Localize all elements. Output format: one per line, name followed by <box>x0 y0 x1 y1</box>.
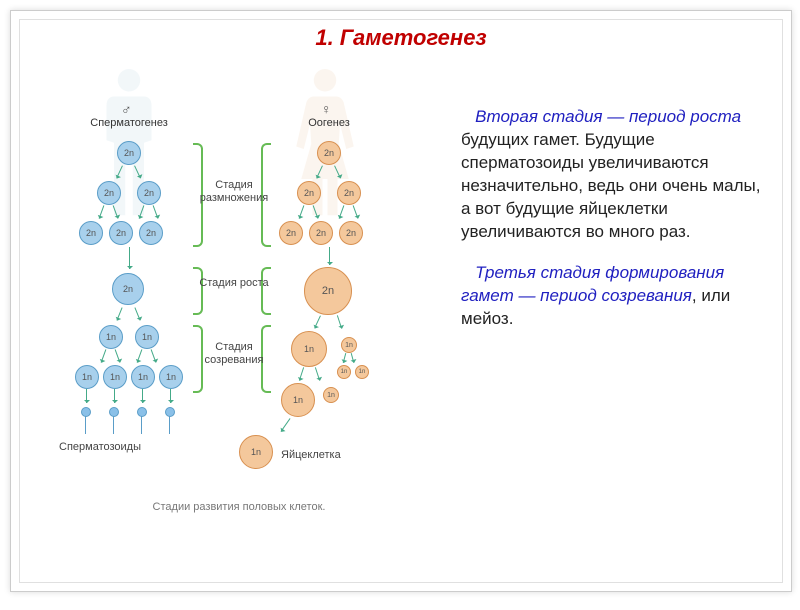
arrow-icon <box>115 349 121 362</box>
sperm-cell-icon <box>81 407 91 417</box>
arrow-icon <box>337 315 342 329</box>
male-cell-2n: 2n <box>137 181 161 205</box>
polar-body: 1n <box>341 337 357 353</box>
polar-body: 1n <box>323 387 339 403</box>
arrow-icon <box>134 307 140 320</box>
arrow-icon <box>129 247 130 269</box>
arrow-icon <box>315 367 320 381</box>
arrow-icon <box>351 353 355 363</box>
female-cell-2n: 2n <box>309 221 333 245</box>
male-cell-1n: 1n <box>159 365 183 389</box>
slide-title: 1. Гаметогенез <box>11 25 791 51</box>
arrow-icon <box>142 389 143 403</box>
female-cell-2n: 2n <box>297 181 321 205</box>
arrow-icon <box>299 367 304 381</box>
male-cell-1n: 1n <box>99 325 123 349</box>
gametogenesis-diagram: ♂ Сперматогенез 2n 2n 2n 2n 2n 2n 2n 1n … <box>49 69 429 539</box>
arrow-icon <box>329 247 330 265</box>
arrow-icon <box>116 307 122 320</box>
brace-right-icon <box>261 267 271 315</box>
female-cell-2n: 2n <box>279 221 303 245</box>
arrow-icon <box>86 389 87 403</box>
polar-body: 1n <box>337 365 351 379</box>
paragraph-1: Вторая стадия — период роста будущих гам… <box>461 106 761 244</box>
arrow-icon <box>151 349 157 362</box>
female-symbol-icon: ♀ <box>321 101 332 117</box>
female-cell-1n: 1n <box>291 331 327 367</box>
egg-cell: 1n <box>239 435 273 469</box>
female-cell-1n: 1n <box>281 383 315 417</box>
sperm-label: Сперматозоиды <box>59 441 141 453</box>
sperm-cell-icon <box>109 407 119 417</box>
male-cell-1n: 1n <box>131 365 155 389</box>
arrow-icon <box>114 389 115 403</box>
diagram-caption: Стадии развития половых клеток. <box>49 501 429 533</box>
em-phrase: Вторая стадия — период роста <box>475 107 741 126</box>
brace-left-icon <box>193 267 203 315</box>
male-cell-2n: 2n <box>79 221 103 245</box>
stage-label: Стадия роста <box>194 277 274 290</box>
male-cell-2n: 2n <box>97 181 121 205</box>
male-symbol-icon: ♂ <box>121 101 132 117</box>
arrow-icon <box>281 418 291 432</box>
sperm-cell-icon <box>137 407 147 417</box>
stage-label: Стадия размножения <box>194 179 274 205</box>
female-cell-2n: 2n <box>337 181 361 205</box>
male-cell-2n: 2n <box>109 221 133 245</box>
sperm-cell-icon <box>165 407 175 417</box>
polar-body: 1n <box>355 365 369 379</box>
arrow-icon <box>170 389 171 403</box>
egg-label: Яйцеклетка <box>281 449 341 461</box>
arrow-icon <box>137 349 143 362</box>
explanatory-text: Вторая стадия — период роста будущих гам… <box>461 106 761 348</box>
male-header: Сперматогенез <box>59 117 199 129</box>
male-cell-1n: 1n <box>103 365 127 389</box>
female-header: Оогенез <box>259 117 399 129</box>
paragraph-2: Третья стадия формирования гамет — перио… <box>461 262 761 331</box>
slide-frame: 1. Гаметогенез ♂ Сперматогенез 2n 2n 2n … <box>10 10 792 592</box>
male-cell-1n: 1n <box>75 365 99 389</box>
male-cell-2n: 2n <box>117 141 141 165</box>
arrow-icon <box>343 353 347 363</box>
em-phrase: Третья стадия формирования гамет — перио… <box>461 263 724 305</box>
female-cell-2n: 2n <box>317 141 341 165</box>
male-cell-growth: 2n <box>112 273 144 305</box>
male-cell-1n: 1n <box>135 325 159 349</box>
arrow-icon <box>314 315 321 328</box>
female-cell-growth: 2n <box>304 267 352 315</box>
arrow-icon <box>101 349 107 362</box>
male-cell-2n: 2n <box>139 221 163 245</box>
stage-label: Стадия созревания <box>194 341 274 367</box>
body-text: будущих гамет. Будущие сперматозоиды уве… <box>461 130 760 241</box>
female-cell-2n: 2n <box>339 221 363 245</box>
